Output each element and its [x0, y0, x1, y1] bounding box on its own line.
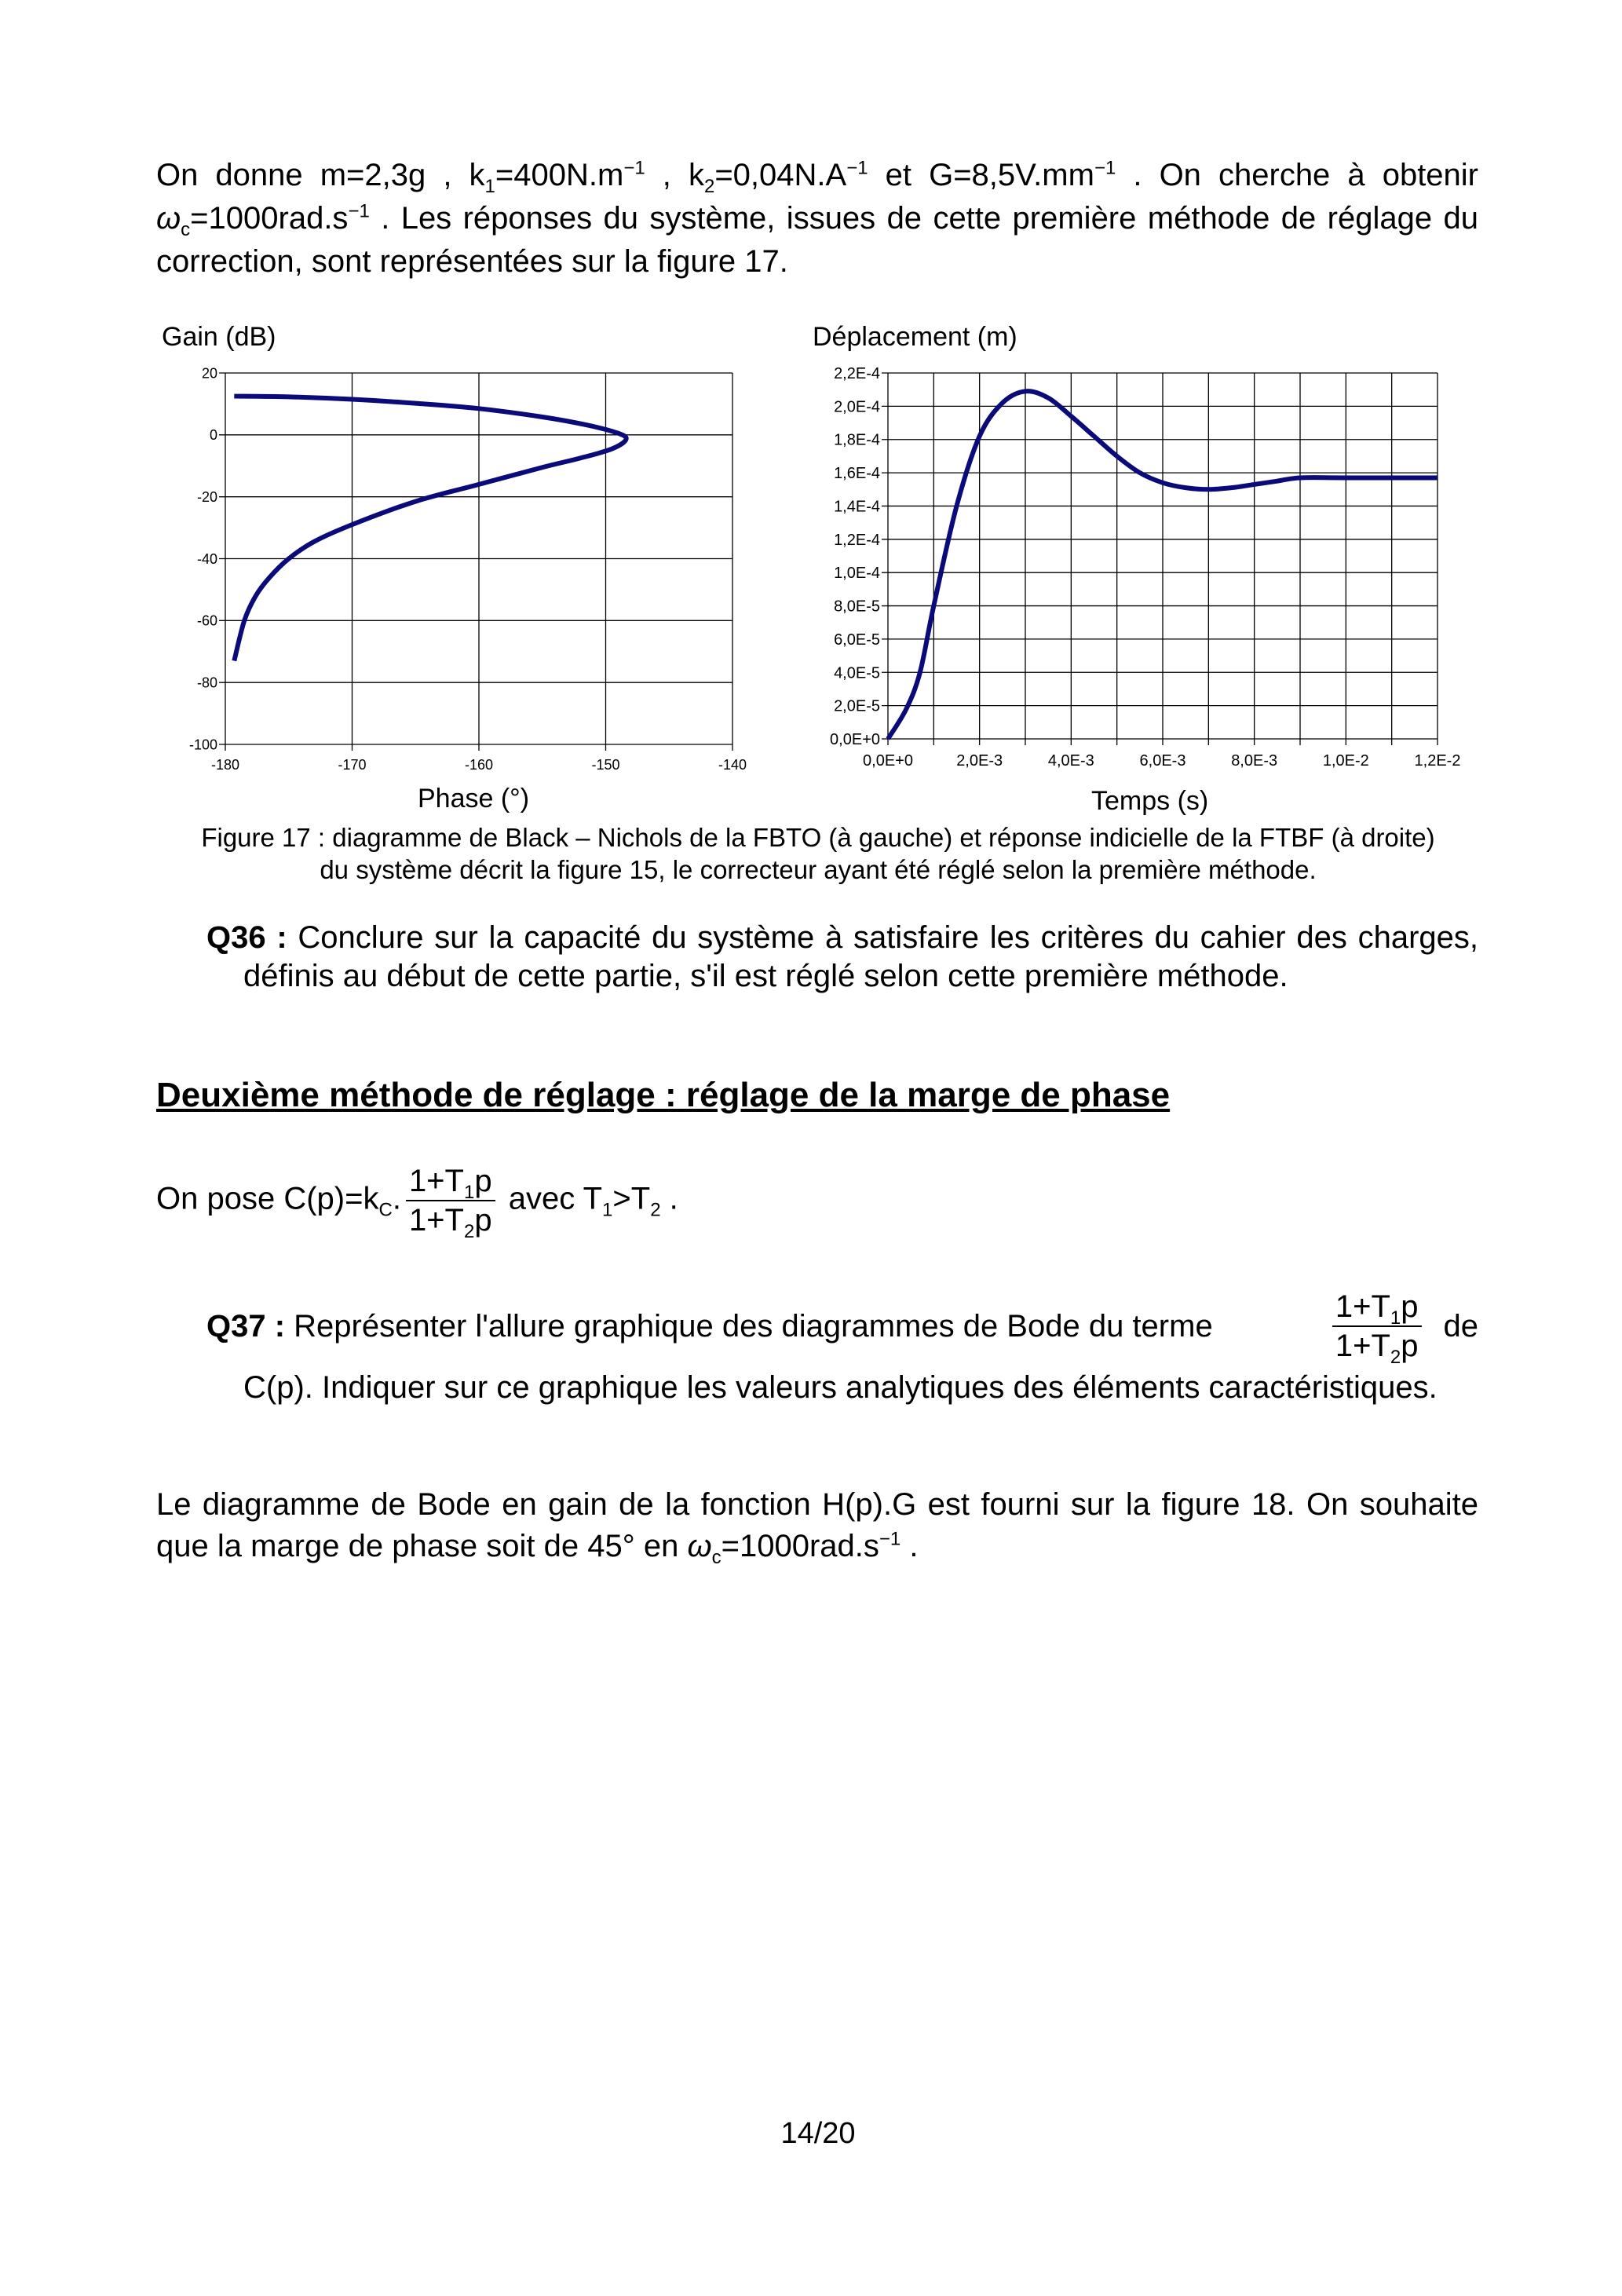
gain-axis-title: Gain (dB) [162, 322, 276, 352]
italic-segment: ω [156, 201, 181, 236]
sub-segment: 2 [703, 176, 715, 197]
sup-segment: −1 [879, 1528, 901, 1550]
dot: . [392, 1181, 401, 1216]
text-segment: . On cherche à obtenir [1116, 158, 1479, 192]
text-segment: , k [645, 158, 704, 192]
sub-segment: 1 [484, 176, 495, 197]
section-heading: Deuxième méthode de réglage : réglage de… [156, 1076, 1171, 1114]
q36-label: Q36 : [206, 920, 287, 955]
t2-sub: 2 [650, 1199, 661, 1221]
y-tick-label: -60 [197, 613, 217, 629]
time-axis-title: Temps (s) [1091, 786, 1209, 816]
question-36: Q36 : Conclure sur la capacité du systèm… [206, 919, 1478, 996]
question-37: Q37 : Représenter l'allure graphique des… [206, 1288, 1478, 1407]
y-tick-label: 6,0E-5 [834, 631, 880, 649]
last-paragraph: Le diagramme de Bode en gain de la fonct… [156, 1484, 1478, 1567]
q37-de: de [1443, 1308, 1479, 1344]
text-segment: =1000rad.s [721, 1529, 879, 1563]
corrector-definition: On pose C(p)=kC. 1+T1p 1+T2p avec T1>T2 . [156, 1162, 678, 1242]
sub-segment: c [711, 1547, 721, 1568]
num-end: p [474, 1164, 492, 1198]
y-tick-label: 20 [202, 365, 217, 381]
text-segment: On donne m=2,3g , k [156, 158, 485, 192]
y-tick-label: -80 [197, 675, 217, 690]
y-tick-label: 2,2E-4 [834, 365, 880, 382]
den-text: 1+T [1335, 1329, 1390, 1363]
text-segment: et G=8,5V.mm [868, 158, 1094, 192]
q37-fraction: 1+T1p 1+T2p [1332, 1288, 1422, 1368]
displacement-axis-title: Déplacement (m) [813, 322, 1017, 352]
y-tick-label: 4,0E-5 [834, 664, 880, 682]
q36-text: Conclure sur la capacité du système à sa… [243, 920, 1479, 993]
x-tick-label: 8,0E-3 [1231, 752, 1277, 770]
x-tick-label: 0,0E+0 [863, 752, 913, 770]
q37-label: Q37 : [206, 1308, 286, 1344]
data-curve [886, 389, 1438, 740]
x-tick-label: -170 [338, 757, 366, 773]
y-tick-label: 1,2E-4 [834, 532, 880, 549]
kc-subscript: C [378, 1199, 393, 1221]
text-segment: Le diagramme de Bode en gain de la fonct… [156, 1487, 1478, 1563]
x-tick-label: 1,0E-2 [1323, 752, 1369, 770]
caption-line-2: du système décrit la figure 15, le corre… [320, 855, 1317, 884]
figure-17-charts: -100 -80 -60 -40 -20 0 20 -180 -170 -160 -150 -140 0… [189, 365, 1461, 773]
text-segment: =400N.m [495, 158, 624, 192]
lead-fraction: 1+T1p 1+T2p [405, 1162, 495, 1242]
y-tick-label: 1,0E-4 [834, 565, 880, 582]
x-tick-label: -160 [465, 757, 493, 773]
y-tick-label: -40 [197, 551, 217, 567]
num-text: 1+T [1335, 1289, 1390, 1324]
y-tick-label: -100 [189, 737, 217, 752]
sub-segment: c [181, 219, 191, 240]
den-sub: 2 [463, 1221, 475, 1242]
x-tick-label: 6,0E-3 [1140, 752, 1186, 770]
data-curve [232, 393, 629, 662]
y-tick-label: 1,8E-4 [834, 432, 880, 449]
x-tick-label: 2,0E-3 [956, 752, 1003, 770]
text-segment: =0,04N.A [714, 158, 847, 192]
intro-paragraph: On donne m=2,3g , k1=400N.m−1 , k2=0,04N… [156, 154, 1478, 283]
x-tick-label: 1,2E-2 [1415, 752, 1461, 770]
caption-line-1: Figure 17 : diagramme de Black – Nichols… [201, 823, 1435, 852]
num-sub: 1 [1390, 1307, 1401, 1329]
y-tick-label: -20 [197, 489, 217, 505]
den-text: 1+T [408, 1203, 464, 1238]
gt-text: >T [612, 1181, 651, 1216]
pose-prefix: On pose C(p)=k [156, 1181, 379, 1216]
text-segment: . Les réponses du système, issues de cet… [156, 201, 1478, 279]
num-sub: 1 [463, 1182, 475, 1203]
y-tick-label: 1,6E-4 [834, 465, 880, 482]
phase-axis-title: Phase (°) [418, 784, 530, 813]
page-number: 14/20 [780, 2117, 856, 2150]
y-tick-label: 0,0E+0 [830, 731, 880, 748]
figure-caption: Figure 17 : diagramme de Black – Nichols… [118, 821, 1518, 886]
den-end: p [1401, 1329, 1419, 1363]
sup-segment: −1 [846, 157, 868, 179]
sup-segment: −1 [1094, 157, 1116, 179]
q37-text: Représenter l'allure graphique des diagr… [285, 1308, 1213, 1344]
x-tick-label: -150 [591, 757, 619, 773]
x-tick-label: 4,0E-3 [1048, 752, 1094, 770]
num-end: p [1401, 1289, 1419, 1324]
sup-segment: −1 [623, 157, 645, 179]
end-dot: . [660, 1181, 678, 1216]
num-text: 1+T [408, 1164, 464, 1198]
y-tick-label: 1,4E-4 [834, 498, 880, 515]
x-tick-label: -140 [718, 757, 747, 773]
y-tick-label: 2,0E-4 [834, 398, 880, 415]
t1-sub: 1 [602, 1199, 613, 1221]
italic-segment: ω [687, 1529, 712, 1563]
q37-rest: C(p). Indiquer sur ce graphique les vale… [243, 1370, 1438, 1405]
avec-text: avec T [499, 1181, 603, 1216]
y-tick-label: 8,0E-5 [834, 598, 880, 616]
den-end: p [474, 1203, 492, 1238]
text-segment: =1000rad.s [190, 201, 349, 236]
y-tick-label: 0 [210, 427, 217, 443]
y-tick-label: 2,0E-5 [834, 698, 880, 715]
sup-segment: −1 [348, 200, 370, 222]
den-sub: 2 [1390, 1347, 1401, 1368]
x-tick-label: -180 [211, 757, 239, 773]
text-segment: . [901, 1529, 919, 1563]
